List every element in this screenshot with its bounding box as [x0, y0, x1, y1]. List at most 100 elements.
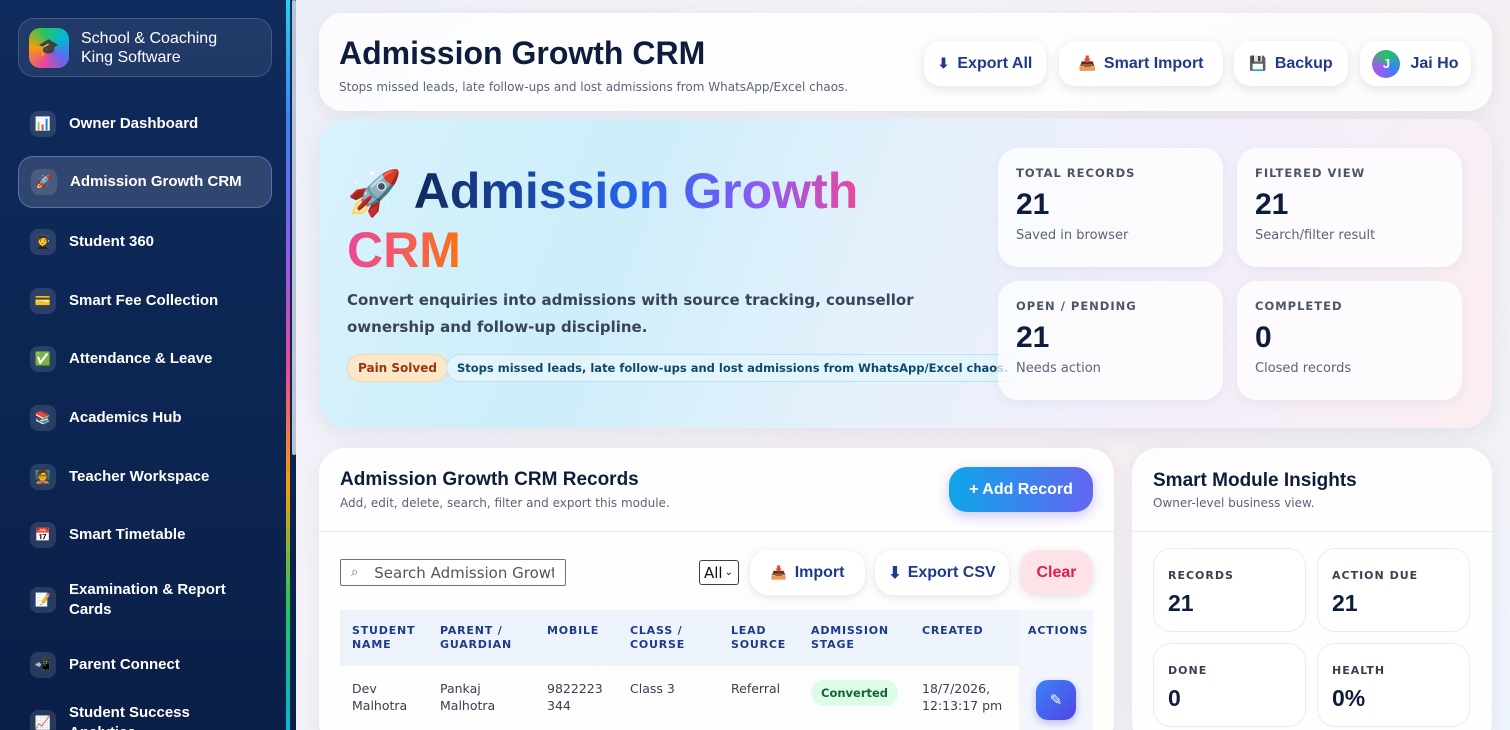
sidebar-item-label: Academics Hub — [69, 409, 182, 426]
insight-value: 0% — [1332, 685, 1366, 711]
search-field[interactable]: ⌕ — [340, 559, 566, 586]
column-header: MOBILE — [547, 624, 600, 637]
brand-name: School & Coaching King Software — [81, 29, 218, 66]
sidebar-item-label: Owner Dashboard — [69, 115, 199, 132]
column-header: ADMISSION STAGE — [811, 624, 889, 651]
rocket-icon: 🚀 — [347, 169, 402, 218]
stat-note: Search/filter result — [1255, 228, 1376, 243]
report-icon: 📝 — [30, 587, 56, 613]
import-tray-icon: 📥 — [1078, 55, 1096, 71]
hero-description: Convert enquiries into admissions with s… — [347, 291, 914, 336]
page-header: Admission Growth CRM Stops missed leads,… — [319, 13, 1492, 111]
books-icon: 📚 — [30, 405, 56, 431]
sidebar-item-owner-dashboard[interactable]: 📊 Owner Dashboard — [18, 98, 272, 150]
sidebar-item-examination-report-cards[interactable]: 📝 Examination & Report Cards — [18, 574, 272, 626]
cell-lead-source: Referral — [731, 681, 781, 696]
import-label: Import — [794, 563, 845, 581]
sidebar-scrollbar[interactable] — [292, 0, 296, 455]
insight-label: DONE — [1168, 664, 1208, 677]
stat-note: Saved in browser — [1016, 228, 1129, 243]
download-icon: ⬇ — [888, 564, 902, 582]
sidebar-item-label: Smart Fee Collection — [69, 292, 219, 309]
rocket-icon: 🚀 — [31, 169, 57, 195]
insights-title: Smart Module Insights — [1153, 470, 1357, 491]
stat-card-filtered-view: FILTERED VIEW 21 Search/filter result — [1237, 148, 1462, 267]
stat-note: Closed records — [1255, 361, 1352, 376]
sidebar-item-student-success-analytics[interactable]: 📈 Student Success Analytics — [18, 697, 272, 730]
add-record-button[interactable]: + Add Record — [949, 467, 1093, 512]
trend-up-icon: 📈 — [30, 710, 56, 730]
column-header: PARENT / GUARDIAN — [440, 624, 512, 651]
sidebar-item-label: Student 360 — [69, 233, 155, 250]
user-menu-button[interactable]: J Jai Ho — [1360, 41, 1471, 86]
actions-column: ACTIONS ✎ — [1019, 610, 1093, 730]
hero-title-text: Admission Growth CRM — [347, 163, 859, 278]
sidebar-item-parent-connect[interactable]: 📲 Parent Connect — [18, 639, 272, 691]
sidebar-item-student-360[interactable]: 🧑‍🎓 Student 360 — [18, 216, 272, 268]
stat-note: Needs action — [1016, 361, 1101, 376]
brand[interactable]: 🎓 School & Coaching King Software — [18, 18, 272, 77]
filter-select[interactable]: All ⌄ — [699, 560, 739, 585]
smart-import-button[interactable]: 📥 Smart Import — [1059, 41, 1223, 86]
backup-button[interactable]: 💾 Backup — [1234, 41, 1348, 86]
pencil-icon: ✎ — [1049, 691, 1063, 709]
clear-button[interactable]: Clear — [1020, 550, 1093, 595]
cell-class: Class 3 — [630, 681, 675, 696]
sidebar-item-teacher-workspace[interactable]: 🧑‍🏫 Teacher Workspace — [18, 451, 272, 503]
download-icon: ⬇ — [937, 55, 950, 71]
records-title: Admission Growth CRM Records — [340, 469, 639, 490]
insight-value: 21 — [1168, 590, 1194, 616]
sidebar-item-academics-hub[interactable]: 📚 Academics Hub — [18, 392, 272, 444]
export-csv-label: Export CSV — [907, 563, 996, 581]
stat-value: 0 — [1255, 321, 1272, 354]
floppy-disk-icon: 💾 — [1249, 55, 1267, 71]
insight-card-records: RECORDS 21 — [1153, 548, 1306, 632]
page-subtitle: Stops missed leads, late follow-ups and … — [339, 80, 849, 94]
credit-card-icon: 💳 — [30, 288, 56, 314]
edit-record-button[interactable]: ✎ — [1036, 680, 1076, 720]
import-button[interactable]: 📥 Import — [750, 550, 865, 595]
column-header: STUDENT NAME — [352, 624, 416, 651]
chart-icon: 📊 — [30, 111, 56, 137]
sidebar-item-attendance-leave[interactable]: ✅ Attendance & Leave — [18, 333, 272, 385]
user-name: Jai Ho — [1410, 54, 1459, 72]
stat-value: 21 — [1255, 188, 1289, 221]
insights-header: Smart Module Insights Owner-level busine… — [1132, 448, 1492, 532]
export-csv-button[interactable]: ⬇ Export CSV — [875, 550, 1009, 595]
column-header: LEAD SOURCE — [731, 624, 787, 651]
check-icon: ✅ — [30, 346, 56, 372]
insight-value: 0 — [1168, 685, 1181, 711]
sidebar-item-smart-timetable[interactable]: 📅 Smart Timetable — [18, 509, 272, 561]
import-tray-icon: 📥 — [770, 564, 787, 580]
search-icon: ⌕ — [351, 565, 359, 580]
sidebar-item-admission-growth-crm[interactable]: 🚀 Admission Growth CRM — [18, 156, 272, 208]
column-header: CREATED — [922, 624, 984, 637]
cell-created: 18/7/2026, 12:13:17 pm — [922, 681, 1003, 713]
phone-icon: 📲 — [30, 652, 56, 678]
status-badge: Converted — [811, 680, 899, 706]
sidebar-item-label: Parent Connect — [69, 656, 180, 673]
pain-solved-text: Stops missed leads, late follow-ups and … — [446, 354, 1020, 382]
export-all-button[interactable]: ⬇ Export All — [924, 41, 1046, 86]
sidebar-item-smart-fee-collection[interactable]: 💳 Smart Fee Collection — [18, 275, 272, 327]
insight-card-health: HEALTH 0% — [1317, 643, 1470, 727]
insight-label: HEALTH — [1332, 664, 1386, 677]
chevron-down-icon: ⌄ — [724, 567, 733, 578]
sidebar-item-label: Smart Timetable — [69, 526, 186, 543]
export-all-label: Export All — [957, 54, 1033, 72]
graduation-cap-icon: 🎓 — [29, 27, 69, 68]
search-input[interactable] — [374, 563, 555, 582]
backup-label: Backup — [1274, 54, 1333, 72]
cell-mobile: 9822223344 — [547, 681, 603, 713]
stat-value: 21 — [1016, 188, 1050, 221]
calendar-icon: 📅 — [30, 522, 56, 548]
sidebar-item-label: Attendance & Leave — [69, 350, 213, 367]
insight-label: ACTION DUE — [1332, 569, 1419, 582]
insights-panel: Smart Module Insights Owner-level busine… — [1132, 448, 1492, 730]
stat-label: OPEN / PENDING — [1016, 299, 1137, 313]
smart-import-label: Smart Import — [1103, 54, 1204, 72]
sidebar-item-label: Examination & Report Cards — [69, 581, 226, 618]
pain-solved-badge: Pain Solved — [347, 354, 448, 382]
sidebar-item-label: Teacher Workspace — [69, 468, 210, 485]
records-panel: Admission Growth CRM Records Add, edit, … — [319, 448, 1114, 730]
